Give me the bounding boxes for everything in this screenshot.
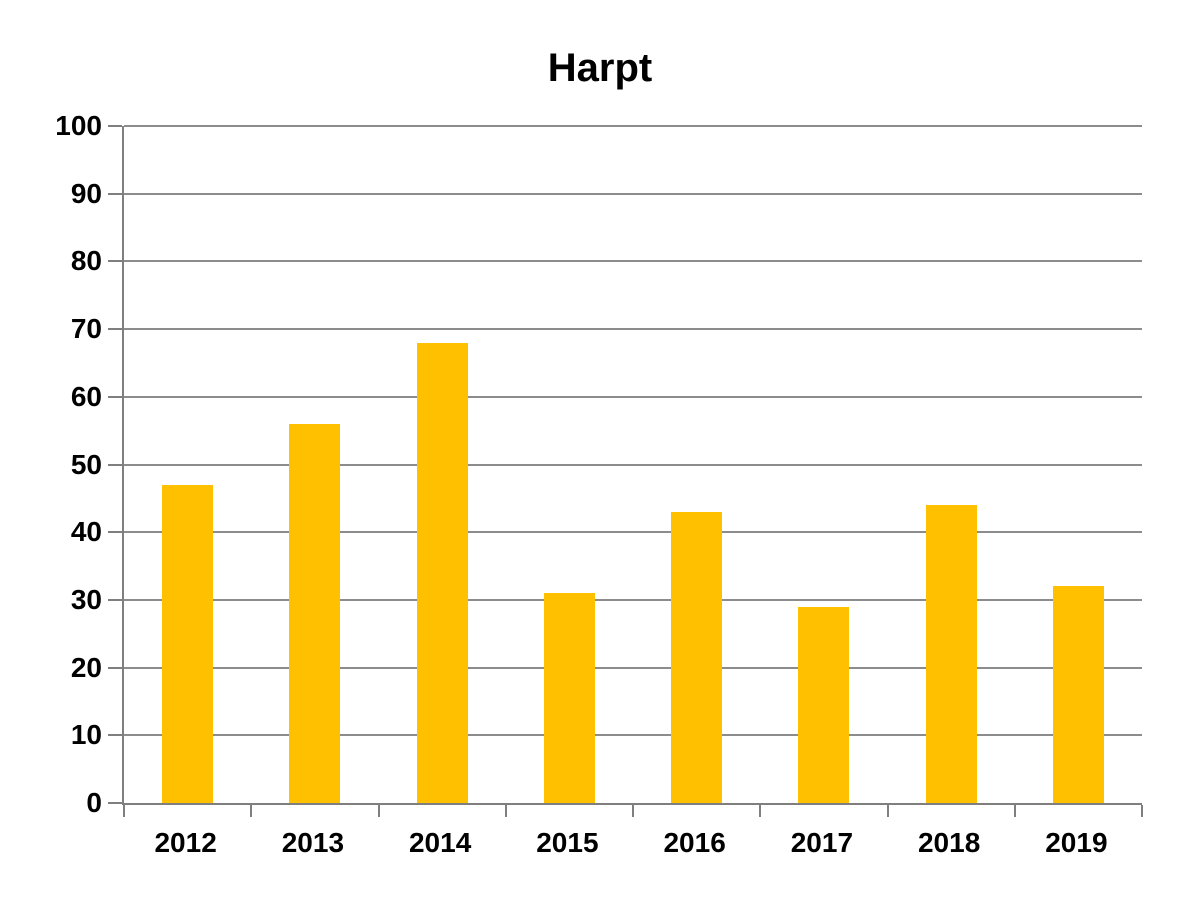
y-tick-label: 60 <box>70 380 102 412</box>
bar <box>1052 586 1104 803</box>
x-axis-label: 2016 <box>663 827 726 858</box>
y-tick-label: 30 <box>70 583 102 615</box>
gridline <box>124 395 1142 398</box>
y-axis-tick <box>108 598 122 601</box>
bar <box>925 505 977 803</box>
x-axis-tick <box>759 805 762 817</box>
gridline <box>124 598 1142 601</box>
y-axis-tick <box>108 802 122 804</box>
y-axis-tick <box>108 666 122 669</box>
y-axis-tick <box>108 328 122 331</box>
x-axis-tick <box>123 805 125 817</box>
gridline <box>124 531 1142 534</box>
x-axis-tick <box>886 805 889 817</box>
bar <box>289 423 341 803</box>
x-axis-label: 2012 <box>154 827 217 858</box>
bar <box>162 484 214 803</box>
y-axis-tick <box>108 192 122 195</box>
y-tick-label: 20 <box>70 651 102 683</box>
x-axis-label: 2018 <box>917 827 981 858</box>
y-tick-label: 40 <box>70 516 102 548</box>
x-axis-tick <box>504 805 507 817</box>
x-axis-label: 2019 <box>1045 827 1108 858</box>
bar <box>416 342 468 803</box>
x-axis-tick <box>377 805 380 817</box>
bar <box>798 606 850 803</box>
x-axis-tick <box>1013 805 1016 817</box>
y-tick-label: 100 <box>55 110 102 141</box>
gridline <box>124 192 1142 195</box>
gridline <box>124 463 1142 466</box>
y-axis-tick <box>108 531 122 534</box>
y-tick-label: 10 <box>70 719 102 751</box>
y-axis-tick <box>108 734 122 737</box>
gridline <box>124 125 1142 127</box>
x-axis-label: 2015 <box>536 827 599 858</box>
y-tick-label: 0 <box>86 787 102 818</box>
chart-title: Harpt <box>547 46 653 90</box>
plot-area <box>108 125 1143 817</box>
gridline <box>124 734 1142 737</box>
y-tick-label: 50 <box>70 448 102 480</box>
x-axis-tick <box>1141 805 1143 817</box>
y-tick-label: 90 <box>70 177 102 209</box>
x-axis: 2012 2013 2014 2015 2016 2017 2018 2019 <box>122 805 1140 875</box>
x-axis-label: 2017 <box>790 827 854 858</box>
gridline <box>124 260 1142 263</box>
x-axis-label: 2013 <box>281 827 345 858</box>
x-axis-tick <box>250 805 253 817</box>
y-axis-tick <box>108 395 122 398</box>
gridline <box>124 328 1142 331</box>
y-axis-tick <box>108 125 122 127</box>
y-tick-label: 70 <box>70 313 102 345</box>
y-axis-tick <box>108 260 122 263</box>
x-axis-tick <box>632 805 634 817</box>
bar <box>671 511 723 803</box>
y-axis-tick <box>108 463 122 466</box>
y-tick-label: 80 <box>70 245 102 277</box>
x-axis-label: 2014 <box>408 827 472 858</box>
gridline <box>124 666 1142 669</box>
y-axis: 0 10 20 30 40 50 60 70 80 90 100 <box>0 112 102 817</box>
bar <box>543 593 595 803</box>
